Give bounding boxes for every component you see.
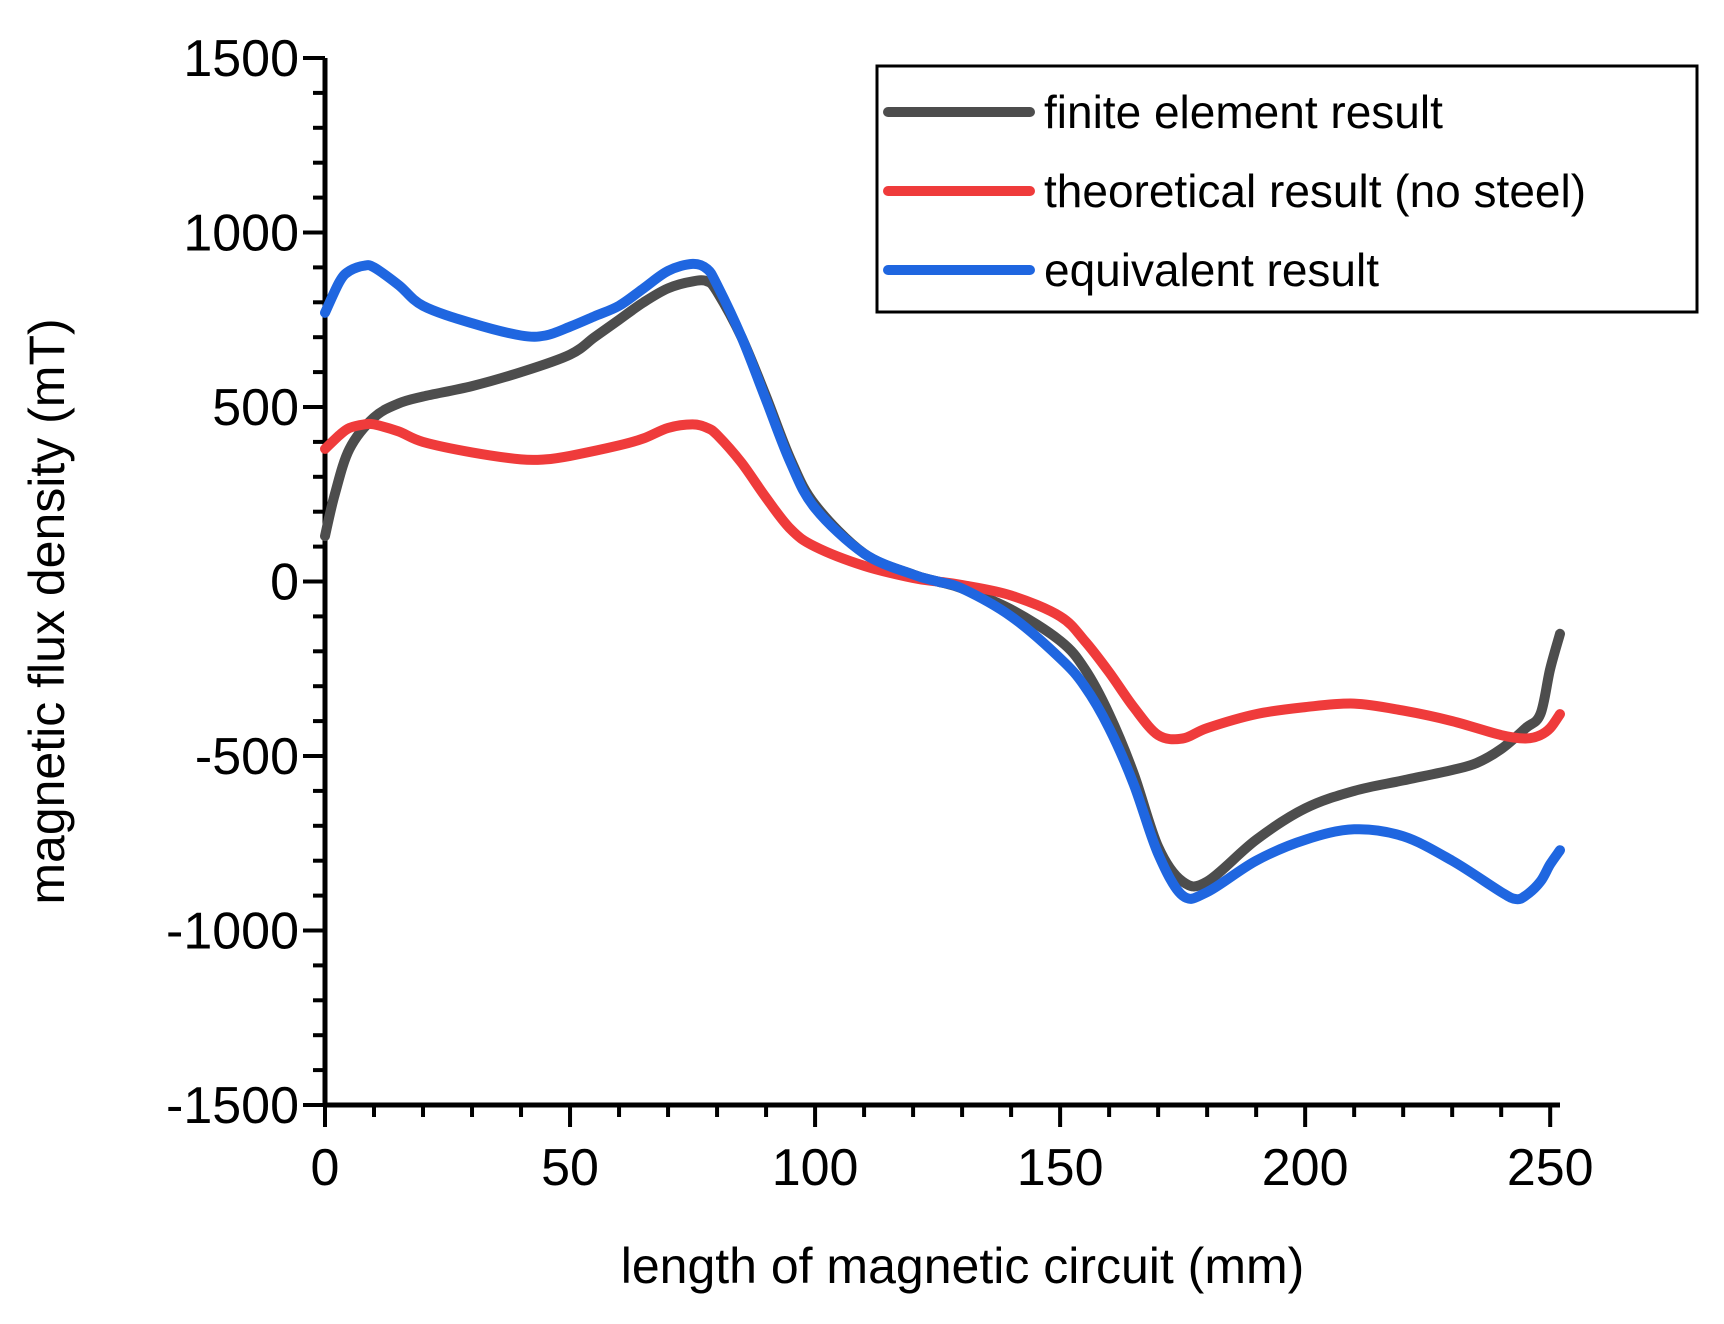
x-tick-label: 50 bbox=[541, 1139, 599, 1197]
y-tick-label: 1500 bbox=[183, 30, 299, 88]
y-tick-label: -1500 bbox=[166, 1077, 299, 1135]
x-major-ticks bbox=[323, 1105, 1553, 1127]
y-major-ticks bbox=[303, 56, 325, 1107]
y-tick-label: 1000 bbox=[183, 205, 299, 263]
y-axis-title: magnetic flux density (mT) bbox=[19, 318, 75, 904]
y-tick-label: -1000 bbox=[166, 903, 299, 961]
legend-entry-theoretical: theoretical result (no steel) bbox=[883, 165, 1586, 217]
y-tick-labels: -1500 -1000 -500 0 500 1000 1500 bbox=[166, 30, 299, 1135]
legend-label: equivalent result bbox=[1044, 244, 1379, 296]
y-tick-label: 0 bbox=[270, 554, 299, 612]
series-theoretical-line bbox=[320, 418, 1565, 745]
legend-entry-equivalent: equivalent result bbox=[883, 244, 1379, 296]
x-tick-label: 0 bbox=[311, 1139, 340, 1197]
x-axis-title: length of magnetic circuit (mm) bbox=[621, 1238, 1305, 1294]
legend-entries: finite element result theoretical result … bbox=[883, 86, 1586, 296]
x-tick-label: 100 bbox=[772, 1139, 859, 1197]
series-equivalent-line bbox=[320, 258, 1565, 905]
x-tick-label: 150 bbox=[1017, 1139, 1104, 1197]
series-group bbox=[320, 258, 1565, 905]
y-tick-label: -500 bbox=[195, 728, 299, 786]
legend-label: finite element result bbox=[1044, 86, 1443, 138]
x-tick-labels: 0 50 100 150 200 250 bbox=[311, 1139, 1594, 1197]
legend-entry-finite-element: finite element result bbox=[883, 86, 1443, 138]
x-tick-label: 250 bbox=[1507, 1139, 1594, 1197]
y-tick-label: 500 bbox=[212, 379, 299, 437]
x-tick-label: 200 bbox=[1262, 1139, 1349, 1197]
legend: finite element result theoretical result … bbox=[875, 64, 1699, 314]
legend-label: theoretical result (no steel) bbox=[1044, 165, 1586, 217]
